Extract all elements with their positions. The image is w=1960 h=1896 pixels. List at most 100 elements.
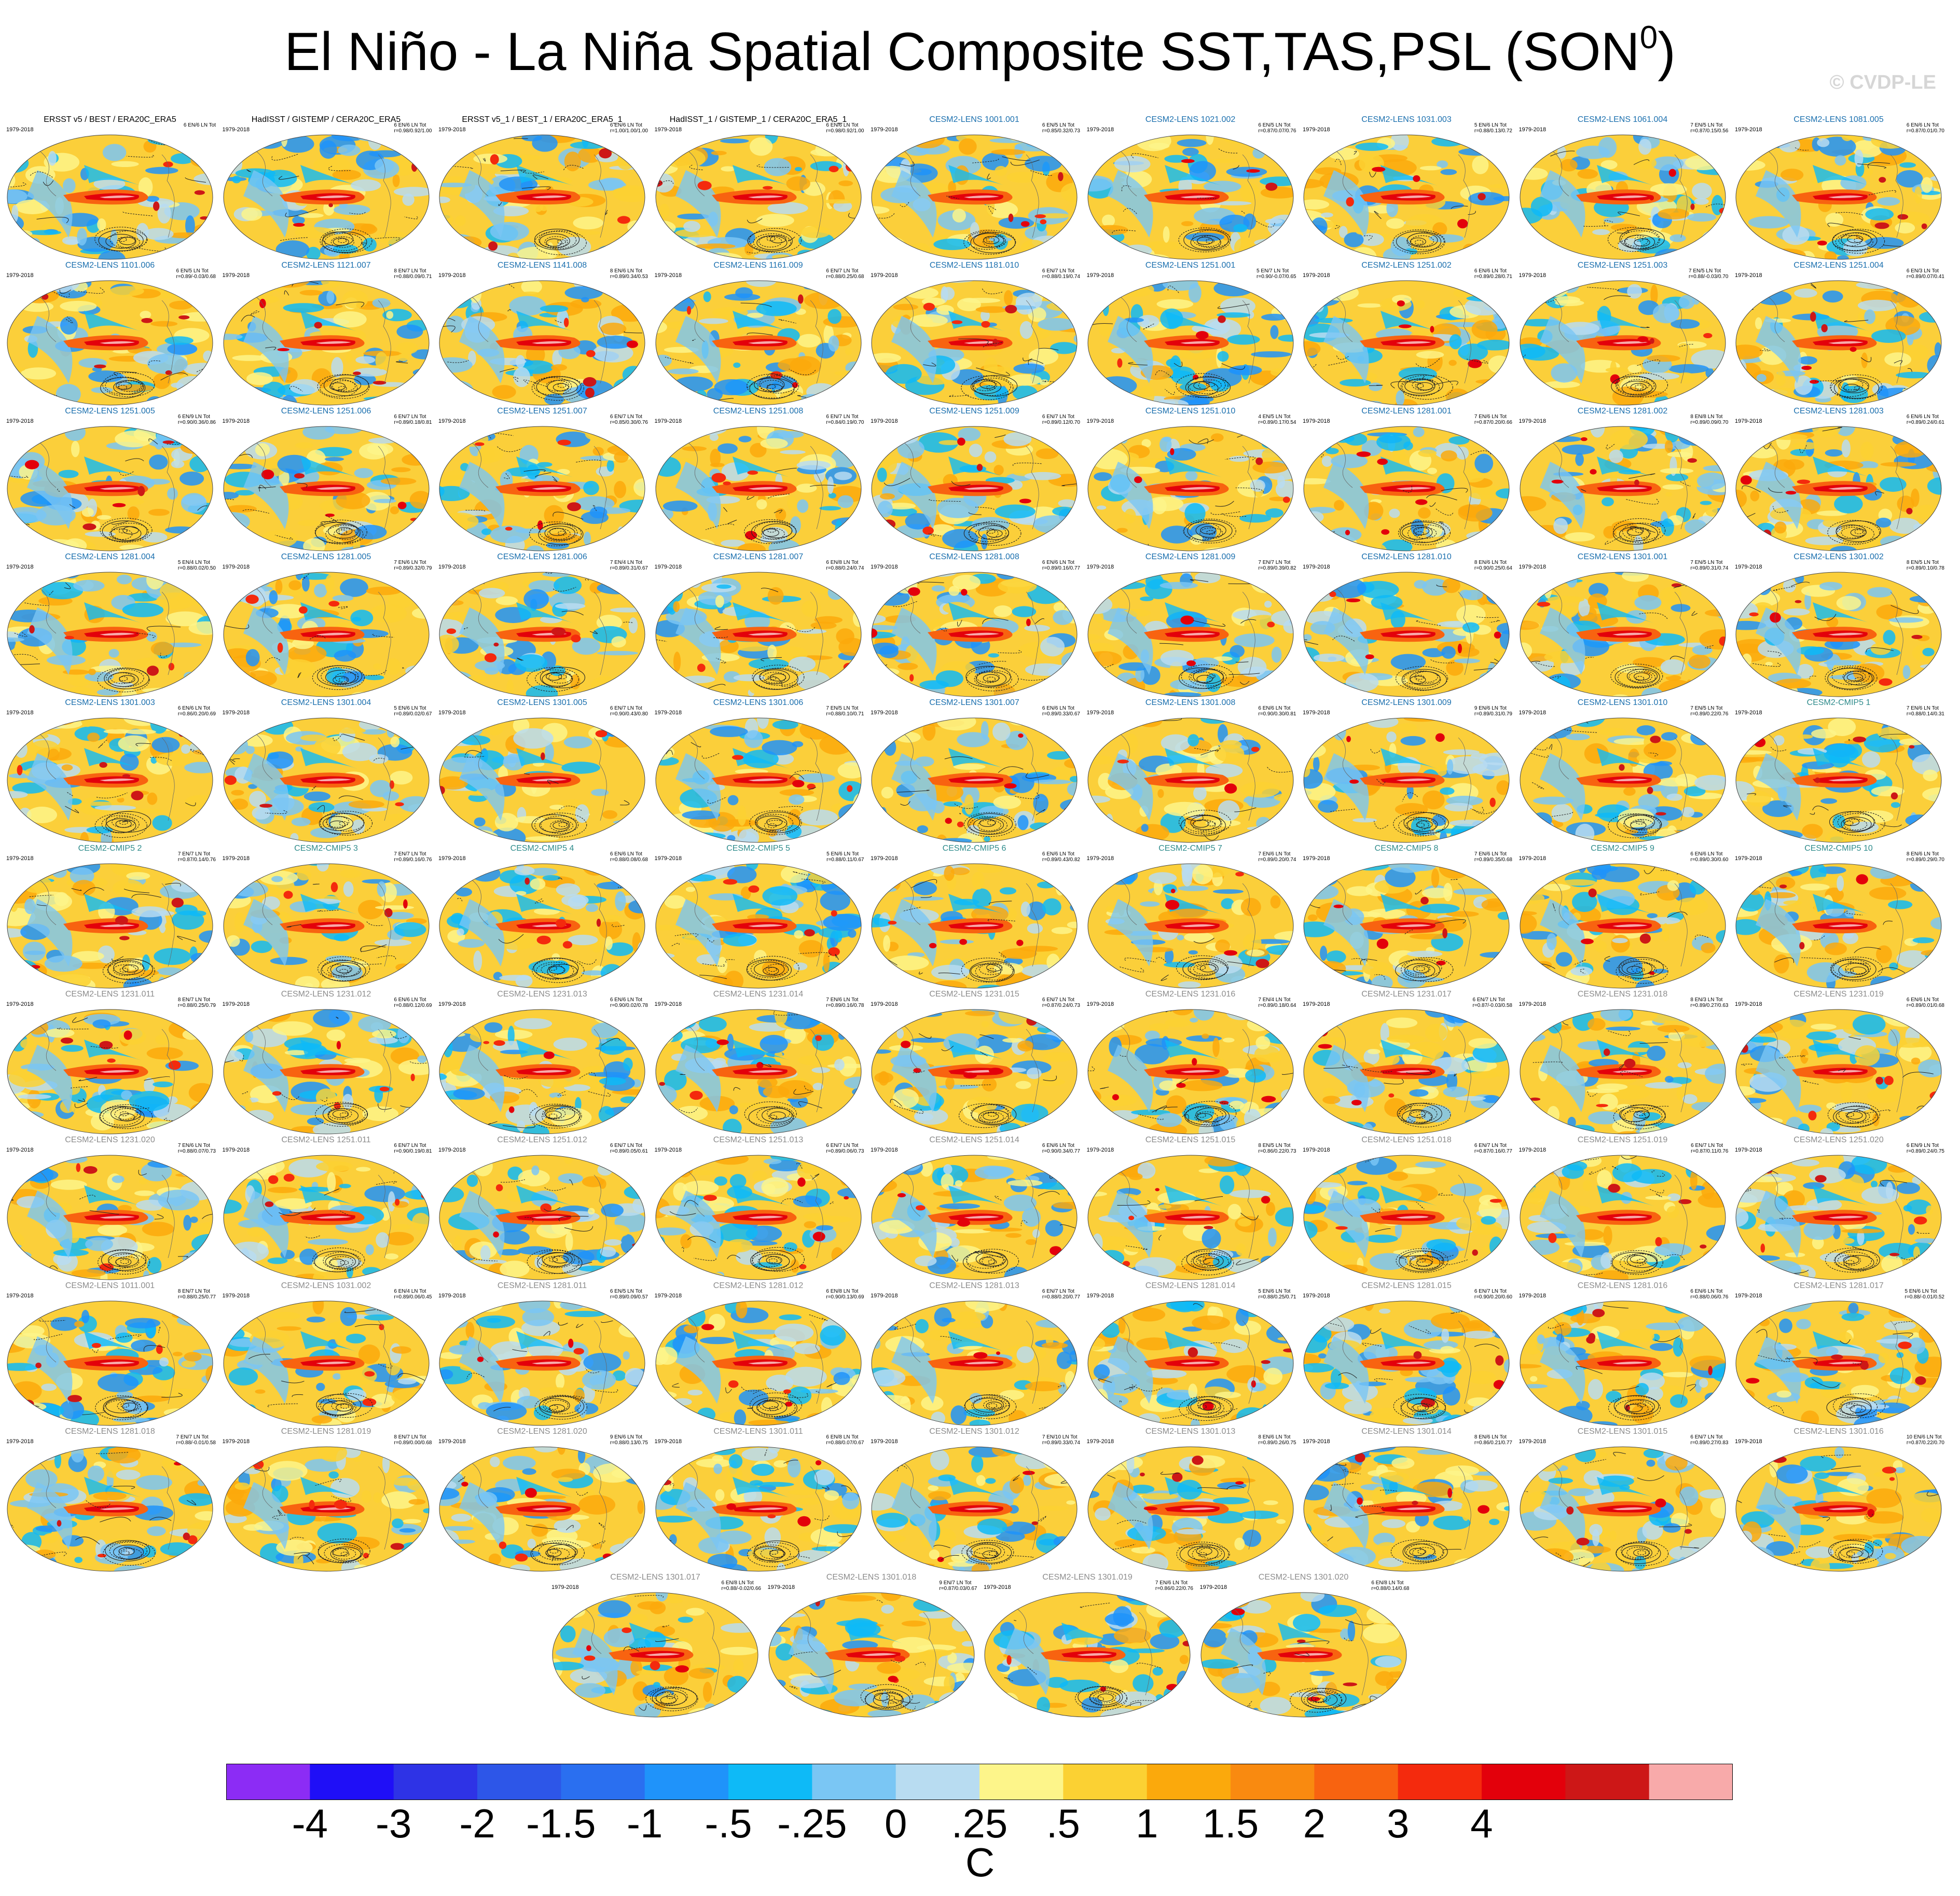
panel-pattern-correlations: r=0.88/0.07/0.73 (177, 1148, 216, 1154)
panel-counts: 6 EN/9 LN Tot (1906, 1143, 1939, 1148)
panel-years: 1979-2018 (654, 564, 682, 570)
panel-title: CESM2-LENS 1301.008 (1145, 698, 1236, 707)
panel-title: CESM2-LENS 1281.019 (281, 1427, 371, 1436)
map-panel: CESM2-LENS 1281.009 1979-2018 7 EN/7 LN To… (1083, 552, 1299, 699)
panel-pattern-correlations: r=0.85/0.32/0.73 (1042, 128, 1080, 134)
panel-pattern-correlations: r=0.88/0.09/0.71 (394, 274, 432, 280)
panel-title: CESM2-LENS 1301.009 (1361, 698, 1452, 707)
composite-map (1303, 1446, 1510, 1572)
panel-counts: 6 EN/6 LN Tot (1906, 997, 1939, 1003)
colorbar-tick-label: -.5 (705, 1801, 752, 1846)
colorbar-swatch (477, 1764, 561, 1800)
composite-map (871, 572, 1078, 697)
panel-event-counts: 6 EN/6 LN Tot r=0.89/0.01/0.68 (1907, 997, 1944, 1008)
panel-counts: 7 EN/6 LN Tot (826, 997, 859, 1003)
composite-map (871, 717, 1078, 843)
composite-map (7, 1155, 213, 1280)
panel-title: CESM2-LENS 1281.013 (929, 1281, 1019, 1290)
composite-map (1087, 572, 1293, 697)
panel-event-counts: 5 EN/4 LN Tot r=0.88/0.02/0.50 (178, 560, 216, 571)
panel-years: 1979-2018 (222, 418, 250, 424)
composite-map (1303, 1300, 1510, 1426)
colorbar-swatch (644, 1764, 729, 1800)
panel-pattern-correlations: r=0.87/0.22/0.70 (1906, 1440, 1944, 1446)
map-panel: CESM2-LENS 1281.019 1979-2018 8 EN/7 LN To… (218, 1427, 434, 1573)
panel-title: CESM2-LENS 1301.020 (1258, 1573, 1349, 1582)
composite-map (1735, 134, 1942, 260)
panel-event-counts: 6 EN/6 LN Tot r=0.90/0.34/0.77 (1042, 1143, 1080, 1154)
panel-event-counts: 6 EN/6 LN Tot r=0.90/0.30/0.81 (1258, 705, 1296, 717)
composite-map (1200, 1592, 1406, 1718)
panel-years: 1979-2018 (1086, 564, 1114, 570)
panel-title: CESM2-LENS 1251.004 (1793, 261, 1884, 270)
panel-pattern-correlations: r=0.89/0.06/0.73 (826, 1148, 864, 1154)
panel-counts: 5 EN/6 LN Tot (826, 851, 859, 857)
map-panel: CESM2-LENS 1251.014 1979-2018 6 EN/6 LN To… (866, 1136, 1082, 1282)
panel-pattern-correlations: r=0.86/0.20/0.69 (177, 711, 216, 717)
panel-counts: 10 EN/6 LN Tot (1906, 1434, 1942, 1440)
panel-pattern-correlations: r=0.88/0.11/0.67 (826, 857, 864, 863)
map-panel: CESM2-LENS 1301.005 1979-2018 6 EN/7 LN To… (434, 698, 650, 845)
map-panel: CESM2-CMIP5 7 1979-2018 7 EN/6 LN Tot r=0.8… (1083, 844, 1299, 990)
panel-years: 1979-2018 (1303, 1147, 1330, 1153)
panel-title: CESM2-LENS 1251.011 (281, 1136, 371, 1144)
panel-counts: 7 EN/7 LN Tot (177, 851, 210, 857)
panel-pattern-correlations: r=0.86/0.21/0.77 (1474, 1440, 1512, 1446)
composite-map (1087, 1446, 1293, 1572)
panel-pattern-correlations: r=0.87/0.11/0.76 (1691, 1148, 1729, 1154)
panel-title: CESM2-LENS 1281.018 (65, 1427, 155, 1436)
map-panel: CESM2-LENS 1301.019 1979-2018 7 EN/6 LN To… (979, 1573, 1195, 1719)
panel-event-counts: 7 EN/6 LN Tot r=0.87/0.20/0.66 (1474, 414, 1512, 425)
panel-event-counts: 6 EN/7 LN Tot r=0.90/0.20/0.60 (1474, 1289, 1512, 1300)
panel-years: 1979-2018 (1519, 1001, 1547, 1007)
panel-counts: 5 EN/6 LN Tot (1904, 1289, 1937, 1294)
panel-years: 1979-2018 (551, 1584, 579, 1590)
panel-title: CESM2-LENS 1281.003 (1793, 407, 1884, 416)
panel-title: CESM2-LENS 1301.010 (1577, 698, 1668, 707)
panel-pattern-correlations: r=0.89/0.10/0.78 (1906, 565, 1944, 571)
composite-map (439, 572, 645, 697)
panel-event-counts: 7 EN/7 LN Tot r=0.88/-0.01/0.58 (176, 1434, 216, 1446)
map-panel: CESM2-LENS 1281.011 1979-2018 6 EN/5 LN To… (434, 1281, 650, 1428)
panel-years: 1979-2018 (1303, 1438, 1330, 1445)
panel-title: CESM2-LENS 1251.006 (281, 407, 371, 416)
panel-counts: 7 EN/4 LN Tot (610, 560, 642, 565)
panel-pattern-correlations: r=0.89/0.22/0.76 (1690, 711, 1729, 717)
panel-event-counts: 5 EN/6 LN Tot r=0.88/0.11/0.67 (826, 851, 864, 863)
panel-event-counts: 7 EN/6 LN Tot r=0.88/0.14/0.31 (1907, 705, 1944, 717)
panel-pattern-correlations: r=0.89/0.17/0.54 (1258, 420, 1296, 425)
map-panel: CESM2-LENS 1281.016 1979-2018 6 EN/6 LN To… (1515, 1281, 1731, 1428)
panel-years: 1979-2018 (6, 1147, 34, 1153)
panel-counts: 6 EN/6 LN Tot (1906, 414, 1939, 420)
map-panel: CESM2-LENS 1251.012 1979-2018 6 EN/7 LN To… (434, 1136, 650, 1282)
colorbar-tick-label: -1.5 (526, 1801, 596, 1846)
panel-years: 1979-2018 (438, 1438, 466, 1445)
map-panel: CESM2-LENS 1001.001 1979-2018 6 EN/5 LN To… (866, 115, 1082, 261)
map-panel: CESM2-CMIP5 9 1979-2018 6 EN/6 LN Tot r=0.8… (1515, 844, 1731, 990)
panel-event-counts: 6 EN/6 LN Tot (184, 122, 216, 128)
panel-title: ERSST v5 / BEST / ERA20C_ERA5 (44, 115, 176, 124)
map-panel: CESM2-LENS 1121.007 1979-2018 8 EN/7 LN To… (218, 261, 434, 407)
map-panel: CESM2-LENS 1161.009 1979-2018 6 EN/7 LN To… (651, 261, 866, 407)
map-panel: CESM2-LENS 1301.006 1979-2018 7 EN/5 LN To… (651, 698, 866, 845)
colorbar-swatch (1482, 1764, 1566, 1800)
map-panel: CESM2-LENS 1031.003 1979-2018 5 EN/6 LN To… (1299, 115, 1514, 261)
panel-title: CESM2-LENS 1031.002 (281, 1281, 371, 1290)
copyright-label: © CVDP-LE (1829, 72, 1936, 93)
composite-map (1735, 1446, 1942, 1572)
panel-counts: 6 EN/7 LN Tot (610, 705, 642, 711)
panel-years: 1979-2018 (871, 1001, 898, 1007)
panel-pattern-correlations: r=0.88/0.25/0.71 (1258, 1294, 1296, 1300)
panel-event-counts: 7 EN/5 LN Tot r=0.88/-0.03/0.70 (1689, 268, 1728, 280)
panel-pattern-correlations: r=0.87/0.07/0.76 (1258, 128, 1296, 134)
composite-map (1735, 863, 1942, 989)
composite-map (439, 426, 645, 551)
panel-pattern-correlations: r=0.88/-0.01/0.52 (1904, 1294, 1944, 1300)
composite-map (1303, 1009, 1510, 1134)
panel-years: 1979-2018 (984, 1584, 1011, 1590)
panel-title: CESM2-LENS 1301.018 (826, 1573, 917, 1582)
panel-counts: 6 EN/7 LN Tot (1042, 997, 1074, 1003)
panel-years: 1979-2018 (1086, 418, 1114, 424)
panel-years: 1979-2018 (1735, 855, 1762, 862)
map-panel: CESM2-LENS 1301.001 1979-2018 7 EN/5 LN To… (1515, 552, 1731, 699)
